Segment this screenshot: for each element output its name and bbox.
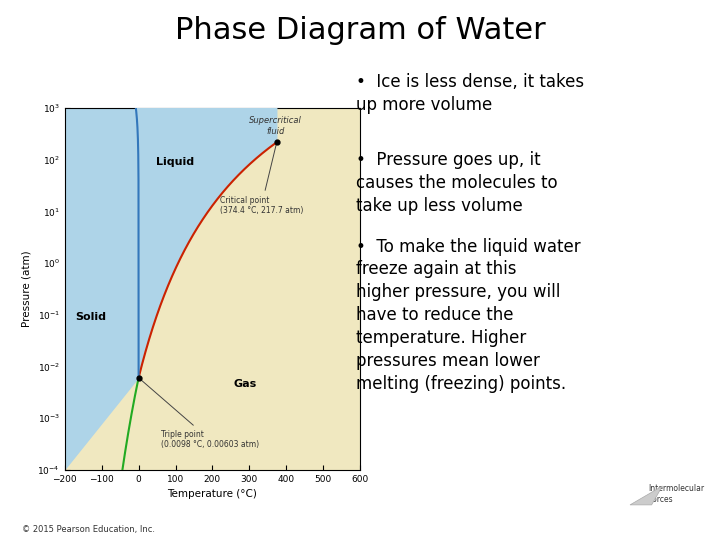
Text: Liquid: Liquid [156,157,194,167]
Text: Critical point
(374.4 °C, 217.7 atm): Critical point (374.4 °C, 217.7 atm) [220,145,303,215]
Text: •  Pressure goes up, it
causes the molecules to
take up less volume: • Pressure goes up, it causes the molecu… [356,151,558,215]
X-axis label: Temperature (°C): Temperature (°C) [168,489,257,499]
Text: Gas: Gas [234,379,257,389]
Text: •  Ice is less dense, it takes
up more volume: • Ice is less dense, it takes up more vo… [356,73,585,114]
Polygon shape [65,108,139,470]
Y-axis label: Pressure (atm): Pressure (atm) [22,251,32,327]
Text: Solid: Solid [75,312,106,322]
Text: Intermolecular
Forces: Intermolecular Forces [648,484,704,504]
Text: Phase Diagram of Water: Phase Diagram of Water [175,16,545,45]
Polygon shape [136,108,276,378]
Text: Triple point
(0.0098 °C, 0.00603 atm): Triple point (0.0098 °C, 0.00603 atm) [140,380,259,449]
Text: Supercritical
fluid: Supercritical fluid [248,116,302,136]
Text: © 2015 Pearson Education, Inc.: © 2015 Pearson Education, Inc. [22,525,155,534]
Text: •  To make the liquid water
freeze again at this
higher pressure, you will
have : • To make the liquid water freeze again … [356,238,581,393]
